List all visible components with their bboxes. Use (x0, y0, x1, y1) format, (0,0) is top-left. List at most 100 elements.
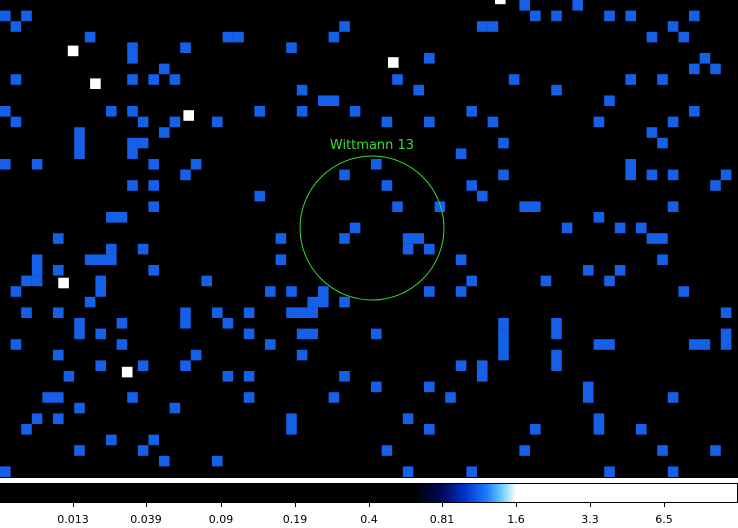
count-pixel (296, 106, 308, 117)
count-pixel (710, 63, 721, 75)
colorbar-tick-label: 0.013 (57, 513, 89, 526)
colorbar-tick-mark (442, 503, 443, 507)
count-pixel (455, 286, 467, 297)
count-pixel (593, 116, 605, 128)
count-pixel (667, 169, 679, 181)
count-pixel (371, 381, 382, 393)
colorbar-tick-mark (369, 503, 370, 507)
count-pixel (572, 0, 583, 11)
count-pixel (243, 392, 255, 403)
count-pixel (593, 413, 605, 435)
count-pixel (116, 339, 128, 350)
count-pixel (212, 455, 223, 467)
count-pixel (137, 360, 149, 371)
colorbar-tick-label: 0.039 (130, 513, 162, 526)
count-pixel (286, 307, 318, 318)
count-pixel (625, 10, 636, 22)
count-pixel (667, 201, 679, 212)
colorbar[interactable] (0, 483, 738, 503)
count-pixel (328, 392, 340, 403)
count-pixel (180, 42, 191, 53)
count-pixel (604, 95, 615, 106)
count-pixel (159, 127, 170, 138)
count-pixel (508, 74, 520, 85)
count-pixel (296, 349, 308, 361)
bright-pixel (388, 57, 399, 68)
count-pixel (710, 180, 721, 191)
count-pixel (222, 31, 234, 43)
count-pixel (551, 84, 562, 96)
count-pixel (530, 10, 541, 22)
count-pixel (265, 286, 276, 297)
count-pixel (0, 10, 11, 22)
bright-pixel (58, 277, 69, 289)
count-pixel (296, 84, 308, 96)
count-pixel (31, 275, 43, 287)
count-pixel (169, 116, 181, 128)
count-pixel (424, 381, 435, 393)
count-pixel (127, 42, 138, 64)
count-pixel (424, 53, 435, 64)
colorbar-tick-mark (146, 503, 147, 507)
count-pixel (275, 254, 287, 265)
count-pixel (74, 402, 85, 414)
count-pixel (159, 455, 170, 467)
colorbar-tick-mark (295, 503, 296, 507)
count-pixel (74, 127, 85, 159)
count-pixel (148, 201, 159, 212)
count-pixel (477, 360, 488, 382)
count-pixel (604, 275, 615, 287)
count-pixel (657, 74, 668, 85)
colorbar-panel: 0.013 0.039 0.09 0.19 0.4 0.81 1.6 3.3 6… (0, 478, 738, 528)
count-pixel (339, 371, 350, 382)
colorbar-tick-label: 0.81 (429, 513, 455, 526)
colorbar-tick-mark (664, 503, 665, 507)
sky-image[interactable]: Wittmann 13 (0, 0, 738, 478)
count-pixel (10, 116, 22, 128)
count-pixel (593, 212, 605, 223)
count-pixel (689, 339, 711, 350)
count-pixel (710, 445, 721, 456)
count-pixel (10, 339, 22, 350)
count-pixel (21, 307, 32, 318)
count-pixel (296, 328, 318, 340)
count-pixel (402, 233, 424, 244)
region-circle[interactable] (299, 155, 445, 301)
count-pixel (53, 307, 64, 318)
count-pixel (21, 424, 32, 435)
count-pixel (593, 339, 615, 350)
count-pixel (148, 180, 159, 191)
count-pixel (339, 169, 350, 181)
count-pixel (667, 21, 679, 32)
count-pixel (286, 286, 297, 297)
count-pixel (31, 159, 43, 170)
count-pixel (424, 286, 435, 297)
count-pixel (10, 21, 22, 32)
count-pixel (74, 445, 85, 456)
count-pixel (689, 10, 700, 22)
count-pixel (21, 275, 32, 287)
count-pixel (318, 95, 340, 106)
count-pixel (63, 371, 75, 382)
count-pixel (243, 307, 255, 318)
count-pixel (169, 402, 181, 414)
count-pixel (392, 74, 403, 85)
count-pixel (10, 286, 22, 297)
count-pixel (657, 137, 668, 149)
sky-image-canvas: Wittmann 13 (0, 0, 732, 477)
count-pixel (180, 307, 191, 329)
count-pixel (466, 180, 477, 191)
bright-pixel (183, 110, 194, 121)
count-pixel (614, 222, 626, 234)
count-pixel (667, 392, 679, 403)
count-pixel (127, 137, 138, 159)
count-pixel (487, 21, 499, 32)
count-pixel (137, 137, 149, 149)
count-pixel (720, 328, 732, 350)
count-pixel (339, 296, 350, 308)
count-pixel (551, 349, 562, 371)
colorbar-tick-label: 0.09 (208, 513, 234, 526)
count-pixel (519, 201, 541, 212)
count-pixel (212, 307, 223, 318)
colorbar-tick-mark (516, 503, 517, 507)
